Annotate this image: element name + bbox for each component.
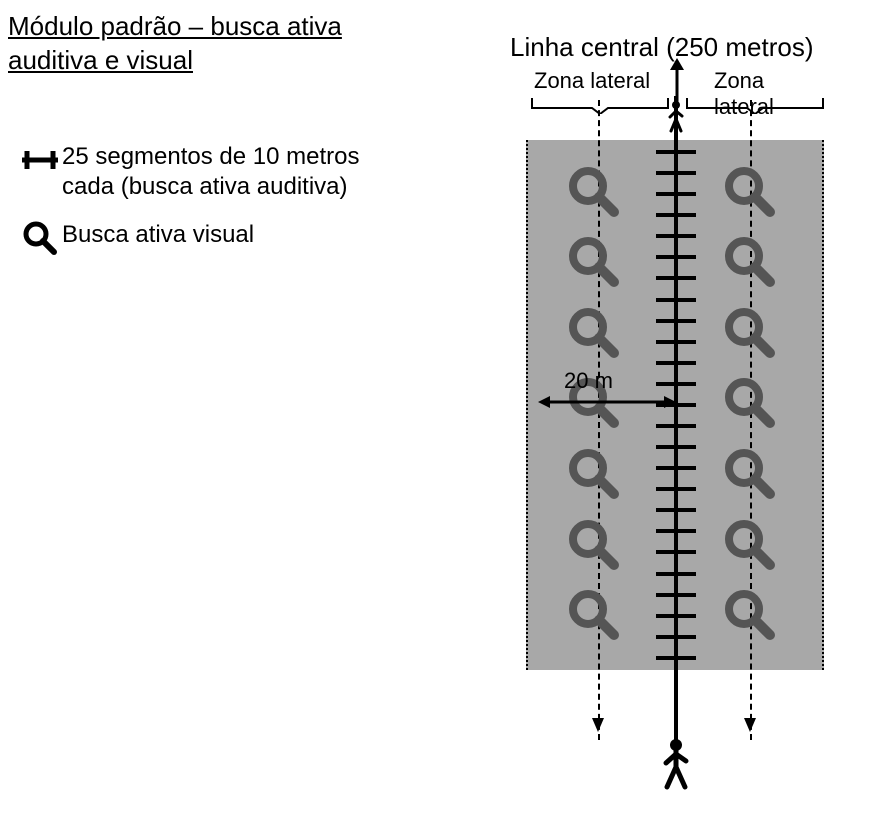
- segment-tick: [656, 234, 696, 238]
- walker-bottom-icon: [656, 738, 696, 797]
- magnifier-icon: [566, 305, 626, 364]
- down-arrows: [520, 672, 830, 747]
- magnifier-icon: [566, 164, 626, 223]
- segment-tick: [656, 593, 696, 597]
- legend-row-segments: 25 segmentos de 10 metros cada (busca at…: [18, 140, 392, 202]
- page-title: Módulo padrão – busca ativa auditiva e v…: [8, 10, 438, 78]
- magnifier-icon: [566, 446, 626, 505]
- survey-plot: 20 m: [526, 140, 824, 670]
- magnifier-icon: [722, 375, 782, 434]
- segment-tick: [656, 255, 696, 259]
- magnifier-icon: [566, 517, 626, 576]
- segment-tick: [656, 192, 696, 196]
- diagram: Zona lateral Zona lateral: [520, 68, 830, 788]
- segment-tick: [656, 276, 696, 280]
- magnifier-icon: [722, 517, 782, 576]
- segment-icon: [18, 140, 62, 180]
- half-width-arrow-icon: [538, 394, 676, 410]
- half-width-label: 20 m: [564, 368, 613, 394]
- segment-tick: [656, 529, 696, 533]
- segment-tick: [656, 635, 696, 639]
- magnifier-icon: [722, 446, 782, 505]
- plot-edge-right: [822, 140, 824, 670]
- legend: 25 segmentos de 10 metros cada (busca at…: [18, 140, 392, 274]
- magnifier-icon: [566, 234, 626, 293]
- segment-tick: [656, 382, 696, 386]
- segment-tick: [656, 656, 696, 660]
- magnifier-icon: [722, 164, 782, 223]
- magnifier-icon: [722, 305, 782, 364]
- legend-segments-label: 25 segmentos de 10 metros cada (busca at…: [62, 140, 392, 202]
- segment-tick: [656, 572, 696, 576]
- segment-tick: [656, 550, 696, 554]
- segment-tick: [656, 150, 696, 154]
- segment-tick: [656, 466, 696, 470]
- center-line-label: Linha central (250 metros): [510, 32, 813, 63]
- magnifier-icon: [566, 587, 626, 646]
- segment-tick: [656, 424, 696, 428]
- bracket-right-icon: [685, 96, 825, 119]
- magnifier-column-right: [722, 158, 782, 652]
- segment-tick: [656, 171, 696, 175]
- legend-row-visual: Busca ativa visual: [18, 218, 392, 258]
- segment-tick: [656, 361, 696, 365]
- legend-visual-label: Busca ativa visual: [62, 218, 254, 250]
- segment-tick: [656, 445, 696, 449]
- magnifier-icon: [722, 234, 782, 293]
- segment-tick: [656, 614, 696, 618]
- magnifier-icon: [722, 587, 782, 646]
- segment-tick: [656, 213, 696, 217]
- segment-tick: [656, 487, 696, 491]
- magnifier-icon: [18, 218, 62, 258]
- zone-left-label: Zona lateral: [534, 68, 650, 94]
- bracket-left-icon: [530, 96, 670, 119]
- segment-tick: [656, 298, 696, 302]
- plot-edge-left: [526, 140, 528, 670]
- segment-tick: [656, 508, 696, 512]
- segment-tick: [656, 319, 696, 323]
- segment-tick: [656, 340, 696, 344]
